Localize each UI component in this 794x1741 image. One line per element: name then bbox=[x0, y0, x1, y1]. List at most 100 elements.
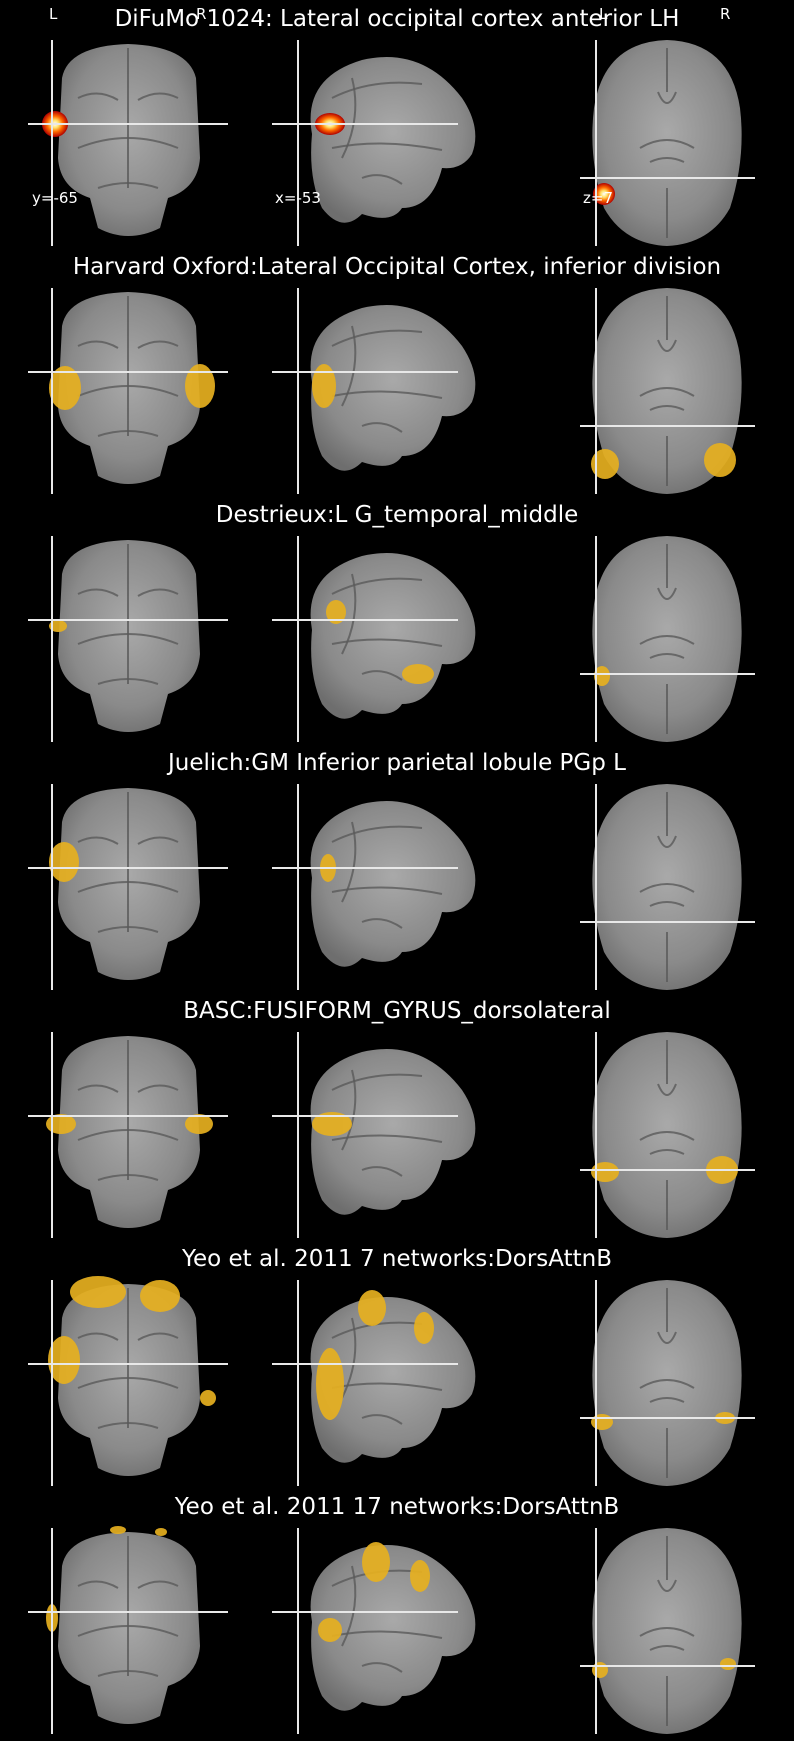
atlas-region-overlay bbox=[592, 1662, 608, 1678]
sagittal-brain-slice bbox=[310, 553, 476, 719]
atlas-region-overlay bbox=[591, 449, 619, 479]
atlas-region-overlay bbox=[312, 364, 336, 408]
gyrus-fold bbox=[97, 678, 159, 685]
gyrus-fold bbox=[639, 387, 695, 397]
atlas-region-overlay bbox=[410, 1560, 430, 1592]
coronal-view bbox=[28, 534, 228, 744]
atlas-region-overlay bbox=[312, 1112, 352, 1136]
gyrus-fold bbox=[137, 92, 179, 101]
gyrus-fold bbox=[137, 1332, 179, 1341]
gyrus-fold bbox=[657, 91, 677, 104]
atlas-panel: Juelich:GM Inferior parietal lobule PGp … bbox=[0, 744, 794, 992]
gyrus-fold bbox=[331, 142, 443, 151]
gyrus-fold bbox=[649, 1645, 685, 1651]
gyrus-fold bbox=[77, 92, 119, 101]
atlas-region-overlay bbox=[200, 1390, 216, 1406]
gyrus-fold bbox=[77, 1625, 179, 1637]
gyrus-fold bbox=[97, 1670, 159, 1677]
atlas-region-overlay bbox=[155, 1528, 167, 1536]
atlas-region-overlay bbox=[316, 1348, 344, 1420]
panel-title: Yeo et al. 2011 17 networks:DorsAttnB bbox=[174, 1494, 620, 1520]
axial-view bbox=[580, 782, 755, 992]
atlas-region-overlay bbox=[362, 1542, 390, 1582]
atlas-region-overlay bbox=[591, 1414, 613, 1430]
gyrus-fold bbox=[361, 670, 403, 681]
gyrus-fold bbox=[331, 638, 443, 647]
atlas-region-overlay bbox=[48, 1336, 80, 1384]
sagittal-brain-slice bbox=[310, 1049, 476, 1215]
gyrus-fold bbox=[77, 137, 179, 149]
atlas-region-overlay bbox=[720, 1658, 736, 1670]
coronal-view bbox=[28, 1526, 228, 1736]
gyrus-fold bbox=[97, 182, 159, 189]
gyrus-fold bbox=[77, 1332, 119, 1341]
sagittal-coordinate: x=-53 bbox=[275, 189, 321, 207]
gyrus-fold bbox=[639, 139, 695, 149]
coronal-view bbox=[28, 38, 228, 248]
sagittal-brain-slice bbox=[310, 305, 476, 471]
atlas-region-overlay bbox=[49, 620, 67, 632]
atlas-panel: BASC:FUSIFORM_GYRUS_dorsolateral bbox=[0, 992, 794, 1240]
atlas-region-overlay bbox=[414, 1312, 434, 1344]
gyrus-fold bbox=[341, 573, 357, 655]
gyrus-fold bbox=[361, 918, 403, 929]
atlas-region-overlay bbox=[402, 664, 434, 684]
gyrus-fold bbox=[361, 174, 403, 185]
atlas-panel: Yeo et al. 2011 17 networks:DorsAttnB bbox=[0, 1488, 794, 1736]
axial-view bbox=[580, 1526, 755, 1736]
sagittal-view bbox=[272, 534, 512, 744]
coronal-view bbox=[28, 1030, 228, 1240]
left-orientation-label: L bbox=[599, 5, 608, 23]
gyrus-fold bbox=[331, 390, 443, 399]
axial-coordinate: z=7 bbox=[583, 189, 613, 207]
gyrus-fold bbox=[77, 633, 179, 645]
axial-brain-slice bbox=[592, 288, 742, 494]
panel-title: BASC:FUSIFORM_GYRUS_dorsolateral bbox=[183, 998, 611, 1024]
atlas-region-overlay bbox=[49, 842, 79, 882]
gyrus-fold bbox=[77, 385, 179, 397]
gyrus-fold bbox=[97, 1422, 159, 1429]
gyrus-fold bbox=[657, 339, 677, 352]
atlas-region-overlay bbox=[70, 1276, 126, 1308]
axial-brain-slice bbox=[592, 1280, 742, 1486]
gyrus-fold bbox=[639, 1131, 695, 1141]
atlas-region-overlay bbox=[326, 600, 346, 624]
axial-view bbox=[580, 286, 755, 496]
gyrus-fold bbox=[341, 1069, 357, 1151]
gyrus-fold bbox=[97, 926, 159, 933]
gyrus-fold bbox=[77, 340, 119, 349]
axial-view bbox=[580, 1278, 755, 1488]
gyrus-fold bbox=[77, 1129, 179, 1141]
atlas-region-overlay bbox=[110, 1526, 126, 1534]
gyrus-fold bbox=[649, 1149, 685, 1155]
atlas-region-overlay bbox=[49, 366, 81, 410]
coronal-coordinate: y=-65 bbox=[32, 189, 78, 207]
right-orientation-label: R bbox=[720, 5, 731, 23]
panel-title: Harvard Oxford:Lateral Occipital Cortex,… bbox=[72, 254, 722, 280]
gyrus-fold bbox=[649, 157, 685, 163]
gyrus-fold bbox=[657, 1579, 677, 1592]
atlas-region-overlay bbox=[318, 1618, 342, 1642]
atlas-panel: Destrieux:L G_temporal_middle bbox=[0, 496, 794, 744]
sagittal-view bbox=[272, 1278, 512, 1488]
gyrus-fold bbox=[649, 653, 685, 659]
atlas-panel: Yeo et al. 2011 7 networks:DorsAttnB bbox=[0, 1240, 794, 1488]
gyrus-fold bbox=[639, 635, 695, 645]
atlas-region-overlay bbox=[185, 364, 215, 408]
gyrus-fold bbox=[361, 1662, 403, 1673]
sagittal-view bbox=[272, 782, 512, 992]
gyrus-fold bbox=[77, 1377, 179, 1389]
axial-brain-slice bbox=[592, 536, 742, 742]
gyrus-fold bbox=[361, 1166, 403, 1177]
axial-brain-slice bbox=[592, 784, 742, 990]
gyrus-fold bbox=[331, 825, 423, 843]
atlas-panel: DiFuMo 1024: Lateral occipital cortex an… bbox=[0, 0, 794, 248]
gyrus-fold bbox=[341, 1317, 357, 1399]
axial-view bbox=[580, 534, 755, 744]
gyrus-fold bbox=[331, 1134, 443, 1143]
gyrus-fold bbox=[341, 325, 357, 407]
axial-view bbox=[580, 38, 755, 248]
gyrus-fold bbox=[649, 901, 685, 907]
gyrus-fold bbox=[649, 405, 685, 411]
panel-title: Juelich:GM Inferior parietal lobule PGp … bbox=[168, 750, 626, 776]
